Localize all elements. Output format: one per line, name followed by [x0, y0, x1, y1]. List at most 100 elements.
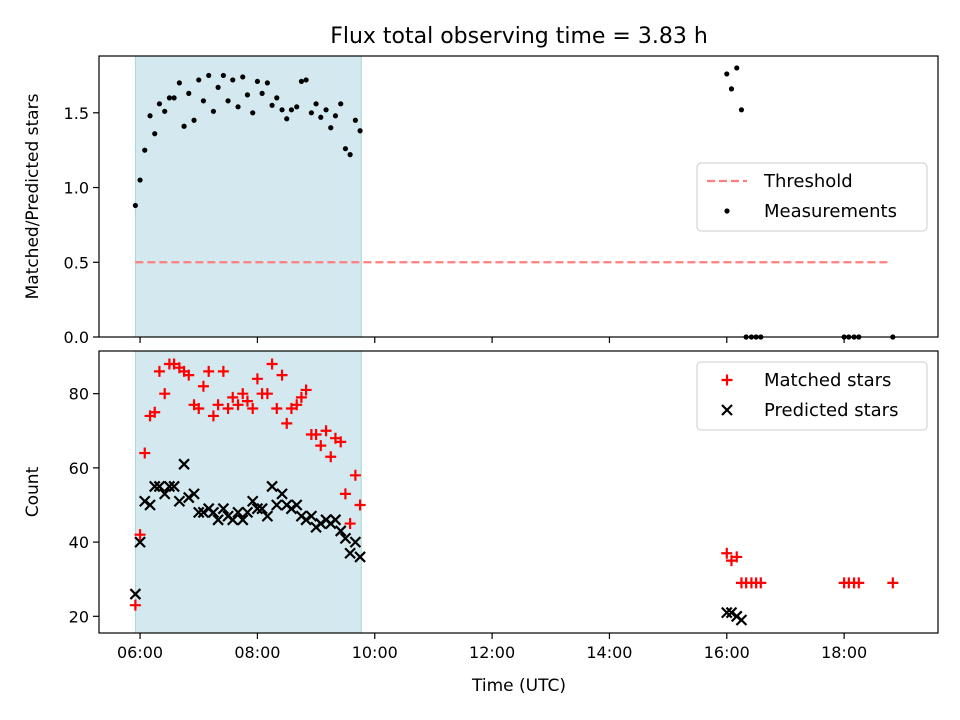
legend-box	[696, 361, 928, 431]
measurements-point	[338, 101, 344, 107]
predicted-stars-point	[236, 514, 249, 526]
legend-label: Measurements	[764, 201, 897, 222]
legend-predicted-stars-swatch	[721, 404, 733, 416]
matched-stars-point	[222, 403, 234, 415]
measurements-point	[303, 77, 309, 83]
predicted-stars-point	[349, 536, 362, 548]
matched-stars-point	[853, 577, 865, 589]
matched-stars-point	[887, 577, 899, 589]
matched-stars-point	[251, 373, 263, 385]
measurements-point	[196, 77, 202, 83]
predicted-stars-point	[246, 495, 259, 508]
y-tick-label: 60	[69, 459, 89, 478]
predicted-stars-point	[173, 495, 186, 508]
measurements-point	[137, 177, 143, 183]
measurements-point	[186, 90, 192, 96]
predicted-stars-point	[261, 510, 274, 522]
measurements-point	[200, 98, 207, 104]
measurements-point	[235, 104, 241, 110]
measurements-point	[230, 77, 236, 83]
measurements-point	[328, 125, 334, 131]
y-tick-label: 80	[69, 385, 89, 404]
matched-stars-point	[721, 547, 733, 559]
matched-stars-point	[354, 499, 366, 511]
measurements-point	[352, 117, 358, 123]
predicted-stars-point	[334, 525, 347, 537]
predicted-stars-point	[270, 499, 283, 511]
measurements-point	[225, 98, 231, 104]
measurements-point	[142, 147, 148, 153]
matched-stars-point	[227, 391, 239, 403]
matched-stars-point	[349, 469, 361, 481]
y-tick-label: 0.0	[64, 328, 89, 347]
y-axis-label-count: Count	[23, 466, 43, 517]
measurements-point	[294, 104, 300, 110]
measurements-point	[288, 107, 295, 113]
predicted-stars-point	[212, 514, 224, 526]
predicted-stars-point	[300, 514, 312, 526]
measurements-point	[269, 102, 275, 108]
predicted-stars-point	[725, 606, 738, 619]
y-axis-label-ratio: Matched/Predicted stars	[23, 93, 43, 299]
predicted-stars-point	[144, 499, 156, 511]
predicted-stars-point	[256, 502, 268, 515]
y-tick-label: 1.5	[64, 104, 89, 123]
predicted-stars-point	[266, 480, 278, 493]
predicted-stars-point	[339, 532, 352, 545]
x-tick-label: 16:00	[704, 643, 750, 662]
predicted-stars-point	[148, 480, 161, 493]
matched-stars-point	[315, 440, 327, 452]
measurements-point	[156, 101, 163, 107]
measurements-point	[171, 95, 177, 101]
predicted-stars-point	[329, 514, 342, 526]
measurements-point	[738, 107, 745, 113]
legend-label: Predicted stars	[764, 400, 898, 421]
x-tick-label: 06:00	[117, 643, 163, 662]
predicted-stars-point	[285, 502, 298, 515]
matched-stars-point	[271, 403, 283, 415]
observing-window-shade-top	[134, 55, 362, 338]
measurements-point	[210, 108, 217, 114]
predicted-stars-point	[163, 480, 176, 493]
matched-stars-point	[291, 399, 303, 411]
matched-stars-point	[212, 399, 224, 411]
ratio-panel: 0.0 0.5 1.0 1.5 Matched/Predicted stars Thr…	[23, 55, 939, 347]
measurements-point	[191, 117, 197, 123]
matched-stars-point	[134, 529, 146, 541]
x-tick-label: 12:00	[469, 643, 515, 662]
matched-stars-point	[159, 388, 171, 400]
matched-stars-point	[300, 384, 312, 396]
measurements-point	[342, 146, 349, 152]
matched-stars-point	[276, 369, 288, 381]
predicted-stars-point	[315, 517, 327, 530]
x-tick-label: 14:00	[586, 643, 632, 662]
measurements-point	[332, 113, 339, 119]
matched-stars-point	[295, 391, 307, 403]
measurements-point	[147, 113, 153, 119]
matched-stars-point	[755, 577, 767, 589]
measurements-point	[162, 108, 168, 114]
matched-stars-point	[193, 403, 205, 415]
count-panel: 20 40 60 80 06:00 08:00 10:00 12:00 14:00 16:00 1…	[23, 350, 939, 662]
measurements-point	[176, 80, 182, 86]
measurements-point	[734, 65, 740, 71]
predicted-stars-point	[217, 502, 230, 515]
measurements-point	[274, 95, 280, 101]
matched-stars-point	[237, 388, 249, 400]
measurements-point	[206, 72, 212, 79]
matched-stars-point	[241, 395, 253, 407]
predicted-stars-point	[168, 480, 180, 493]
matched-stars-point	[339, 488, 351, 500]
matched-stars-point	[266, 358, 278, 370]
ratio-plot-frame	[98, 55, 939, 338]
y-tick-label: 1.0	[64, 179, 89, 198]
measurements-point	[152, 131, 158, 137]
predicted-stars-point	[158, 488, 171, 500]
count-plot-frame	[98, 350, 939, 634]
chart-title: Flux total observing time = 3.83 h	[330, 24, 708, 49]
predicted-stars-point	[305, 510, 318, 522]
measurements-point	[259, 90, 265, 96]
matched-stars-point	[320, 425, 332, 437]
predicted-stars-point	[178, 458, 190, 470]
predicted-stars-point	[276, 488, 288, 500]
